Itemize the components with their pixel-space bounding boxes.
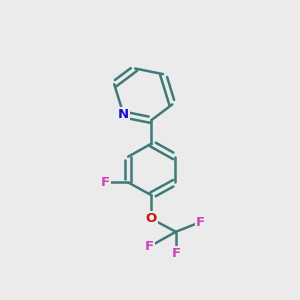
Text: F: F <box>145 240 154 253</box>
Text: F: F <box>100 176 109 189</box>
Text: F: F <box>196 216 205 229</box>
Text: F: F <box>171 247 180 260</box>
Text: O: O <box>146 212 157 225</box>
Text: N: N <box>118 108 129 121</box>
